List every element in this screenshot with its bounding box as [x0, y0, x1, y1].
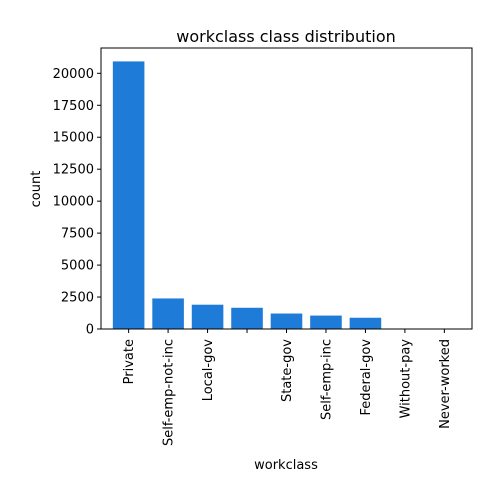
bar-self-emp-not-inc	[152, 298, 184, 329]
x-axis: Private Self-emp-not-inc Local-gov State-go…	[122, 329, 453, 446]
y-tick-label: 20000	[53, 67, 94, 82]
x-tick-label: Self-emp-inc	[319, 339, 334, 420]
chart-title: workclass class distribution	[176, 27, 396, 46]
y-tick-label: 2500	[61, 291, 94, 306]
bar-self-emp-inc	[310, 315, 342, 329]
y-tick-label: 10000	[53, 195, 94, 210]
y-tick-label: 17500	[53, 99, 94, 114]
x-tick-label: Self-emp-not-inc	[162, 339, 177, 446]
y-axis-label: count	[29, 171, 44, 208]
x-tick-label: Federal-gov	[359, 339, 374, 416]
y-axis: 0 2500 5000 7500 10000 12500 15000 17500 20000	[53, 67, 101, 338]
x-tick-label: State-gov	[280, 339, 295, 402]
y-tick-label: 5000	[61, 259, 94, 274]
y-tick-label: 15000	[53, 131, 94, 146]
x-tick-label: Without-pay	[398, 339, 413, 419]
x-axis-label: workclass	[254, 458, 318, 473]
x-tick-label: Never-worked	[438, 339, 453, 429]
bar-local-gov	[191, 304, 224, 329]
y-tick-label: 7500	[61, 227, 94, 242]
bar-federal-gov	[349, 317, 382, 329]
x-tick-label: Local-gov	[201, 339, 216, 402]
x-tick-label: Private	[122, 339, 137, 384]
plot-frame	[100, 47, 473, 330]
y-tick-label: 12500	[53, 163, 94, 178]
bar-private	[112, 61, 145, 330]
bars-group	[112, 61, 461, 330]
bar-unlabeled	[231, 307, 263, 329]
y-tick-label: 0	[86, 323, 94, 338]
bar-state-gov	[270, 313, 303, 329]
